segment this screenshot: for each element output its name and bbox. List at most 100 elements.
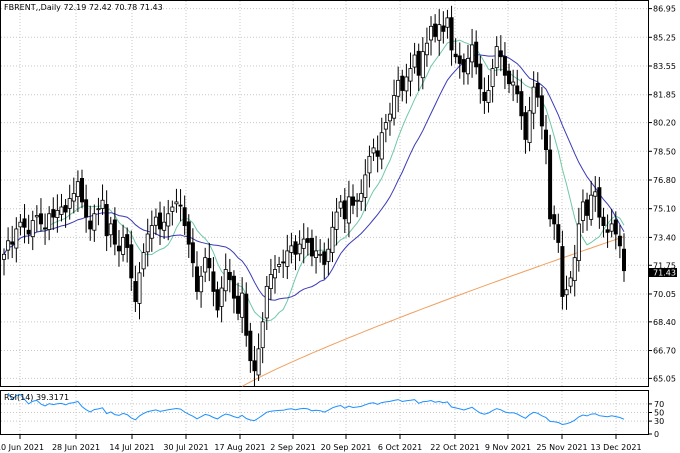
- candle-body: [474, 41, 479, 68]
- candle-body: [174, 201, 179, 205]
- rsi-tick-label: 30: [654, 417, 664, 426]
- candle-up: [470, 28, 475, 78]
- candle-body: [92, 213, 97, 231]
- candle-down: [38, 198, 43, 232]
- candle-down: [211, 257, 216, 307]
- candle-body: [470, 44, 475, 63]
- candle-body: [371, 147, 376, 154]
- last-price-label: 71.43: [653, 269, 676, 278]
- candle-up: [289, 232, 294, 264]
- candle-up: [568, 271, 573, 294]
- candle-up: [580, 189, 585, 233]
- candle-up: [424, 27, 429, 67]
- last-price-box: [649, 268, 677, 277]
- time-tick-label: 20 Sep 2021: [321, 443, 372, 452]
- time-tick-label: 2 Sep 2021: [270, 443, 316, 452]
- candle-down: [474, 30, 479, 75]
- candle-down: [84, 184, 89, 233]
- candle-up: [527, 96, 532, 152]
- candle-down: [158, 201, 163, 245]
- candle-up: [609, 208, 614, 238]
- candle-up: [256, 333, 261, 381]
- candle-up: [392, 79, 397, 126]
- candle-up: [465, 44, 470, 85]
- candle-up: [223, 253, 228, 302]
- time-axis: 10 Jun 2021 28 Jun 2021 14 Jul 2021 30 Jul …: [0, 435, 642, 452]
- candle-up: [396, 66, 401, 113]
- candle-body: [285, 250, 290, 267]
- candle-up: [6, 227, 11, 260]
- candle-body: [552, 214, 557, 225]
- candle-body: [80, 178, 85, 203]
- price-tick-label: 66.70: [653, 347, 676, 356]
- candle-up: [355, 193, 360, 218]
- candle-down: [478, 55, 483, 104]
- price-tick-label: 68.40: [653, 318, 676, 327]
- candle-body: [116, 245, 121, 252]
- candle-body: [539, 95, 544, 127]
- price-tick-label: 70.05: [653, 290, 676, 299]
- candle-up: [153, 208, 158, 236]
- candle-up: [260, 312, 265, 364]
- candle-body: [490, 68, 495, 87]
- candle-body: [84, 199, 89, 218]
- candle-body: [613, 219, 618, 235]
- candle-up: [240, 277, 245, 334]
- candle-up: [445, 9, 450, 39]
- candle-up: [145, 218, 150, 267]
- candle-up: [408, 52, 413, 97]
- candle-body: [502, 56, 507, 76]
- candle-body: [441, 25, 446, 32]
- candle-down: [26, 214, 31, 244]
- candle-down: [112, 207, 117, 256]
- candle-body: [133, 281, 138, 302]
- candle-body: [149, 225, 154, 239]
- candle-up: [219, 276, 224, 323]
- candle-body: [141, 252, 146, 270]
- candle-up: [121, 224, 126, 262]
- price-tick-label: 85.25: [653, 33, 676, 42]
- candle-body: [531, 86, 536, 114]
- candle-down: [305, 227, 310, 256]
- candle-body: [486, 90, 491, 103]
- candle-body: [100, 199, 105, 209]
- candle-down: [129, 230, 134, 291]
- candle-down: [617, 224, 622, 259]
- candle-up: [593, 176, 598, 212]
- price-panel: FBRENT,,Daily 72.19 72.42 70.78 71.43 86…: [0, 0, 677, 387]
- candle-body: [166, 213, 171, 227]
- price-axis: 86.95 85.25 83.55 81.85 80.20 78.50 76.80 75.10…: [648, 5, 676, 383]
- candle-down: [502, 42, 507, 90]
- candle-body: [424, 42, 429, 56]
- price-tick-label: 81.85: [653, 91, 676, 100]
- candle-body: [272, 269, 277, 279]
- candle-body: [145, 233, 150, 253]
- candle-down: [613, 211, 618, 250]
- candle-down: [507, 63, 512, 94]
- candle-down: [519, 78, 524, 130]
- candle-up: [494, 36, 499, 76]
- candle-body: [494, 46, 499, 69]
- candle-up: [59, 193, 64, 222]
- candle-body: [215, 289, 220, 311]
- candle-body: [461, 59, 466, 73]
- candle-body: [351, 196, 356, 206]
- candle-up: [174, 188, 179, 213]
- candle-body: [322, 251, 327, 265]
- candle-down: [416, 43, 421, 91]
- candle-body: [597, 187, 602, 218]
- candle-up: [486, 75, 491, 113]
- candle-down: [560, 230, 565, 310]
- candle-down: [597, 176, 602, 229]
- candle-body: [6, 240, 11, 251]
- candle-body: [59, 206, 64, 215]
- candle-body: [43, 227, 48, 230]
- candle-body: [519, 91, 524, 117]
- candle-body: [277, 264, 282, 267]
- candle-body: [244, 293, 249, 336]
- candle-down: [248, 322, 253, 373]
- candle-down: [252, 345, 257, 387]
- candle-body: [605, 229, 610, 233]
- candle-body: [330, 226, 335, 253]
- candle-body: [2, 253, 7, 260]
